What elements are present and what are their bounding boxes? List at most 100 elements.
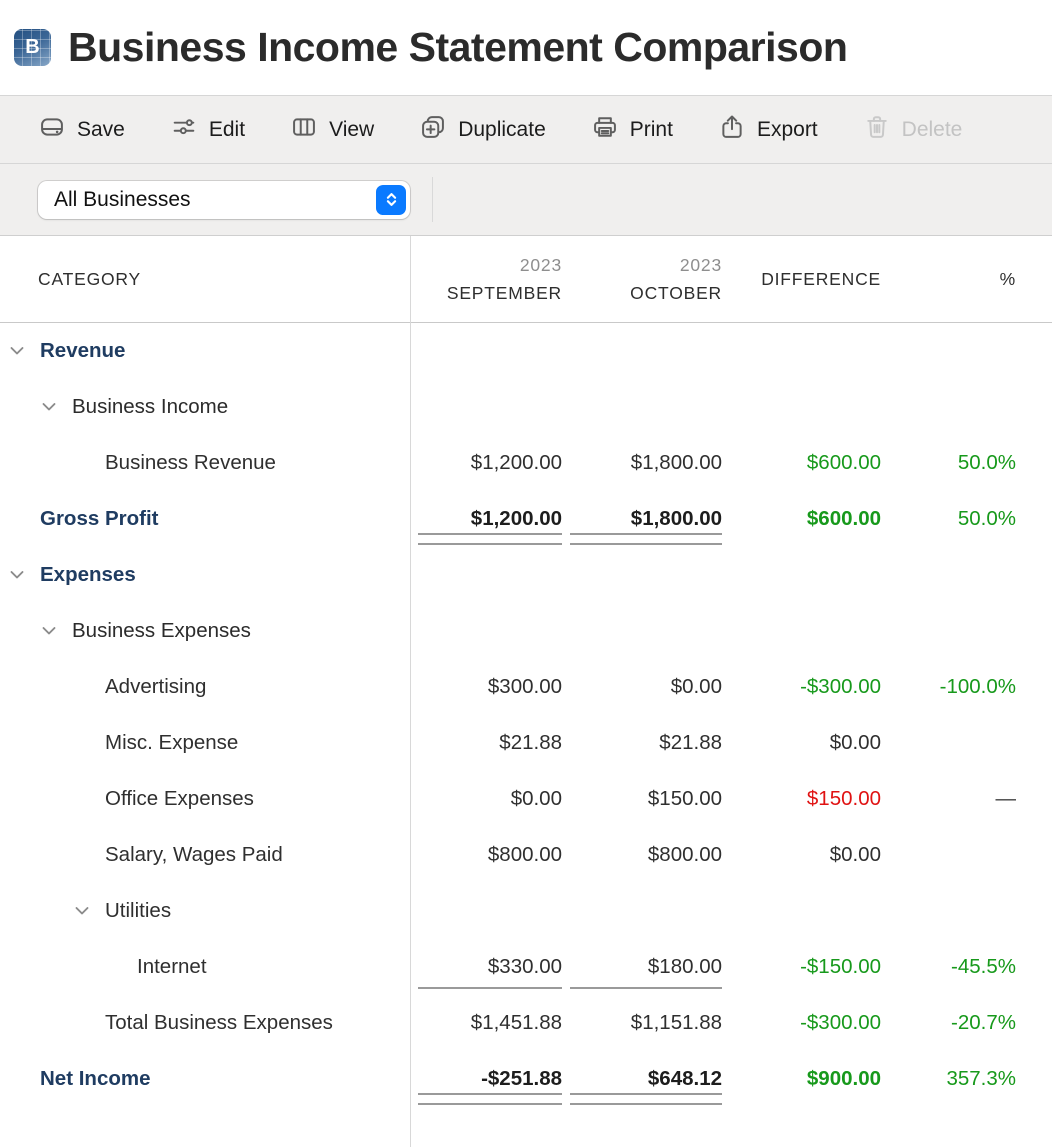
september-value: -$251.88 (410, 1051, 562, 1107)
chevron-down-icon[interactable] (42, 626, 72, 636)
difference-value: $0.00 (829, 843, 881, 866)
row-label: Misc. Expense (105, 731, 239, 754)
category-cell[interactable]: Advertising (0, 659, 410, 715)
duplicate-button[interactable]: Duplicate (419, 113, 546, 147)
row-label: Utilities (105, 899, 172, 922)
category-cell[interactable]: Utilities (0, 883, 410, 939)
september-value: $330.00 (410, 939, 562, 995)
category-cell[interactable]: Business Income (0, 379, 410, 435)
category-cell[interactable]: Net Income (0, 1051, 410, 1107)
difference-value: $600.00 (806, 451, 881, 474)
chevron-down-icon[interactable] (10, 570, 40, 580)
september-value: $1,200.00 (470, 451, 562, 474)
table-header-row: CATEGORY 2023 SEPTEMBER 2023 OCTOBER DIF… (0, 236, 1052, 323)
app-icon: B (14, 29, 51, 66)
october-value: $1,151.88 (630, 1011, 722, 1034)
category-cell[interactable]: Revenue (0, 323, 410, 379)
row-label: Expenses (40, 563, 136, 586)
table-row: Business Expenses (0, 603, 1052, 659)
row-label: Gross Profit (40, 507, 159, 530)
table-row: Expenses (0, 547, 1052, 603)
toolbar: Save Edit View Duplicate Print Export De… (0, 95, 1052, 164)
filter-bar: All Businesses (0, 164, 1052, 236)
october-value: $1,800.00 (562, 491, 722, 547)
duplicate-icon (419, 113, 447, 147)
column-divider (410, 236, 411, 1147)
share-icon (718, 113, 746, 147)
row-label: Net Income (40, 1067, 151, 1090)
chevron-down-icon[interactable] (42, 402, 72, 412)
edit-label: Edit (208, 117, 246, 141)
category-cell[interactable]: Internet (0, 939, 410, 995)
comparison-table: CATEGORY 2023 SEPTEMBER 2023 OCTOBER DIF… (0, 236, 1052, 1147)
column-header-october[interactable]: 2023 OCTOBER (562, 251, 722, 307)
title-bar: B Business Income Statement Comparison (0, 0, 1052, 95)
percent-value: -100.0% (939, 675, 1016, 698)
difference-value: $150.00 (806, 787, 881, 810)
row-label: Total Business Expenses (105, 1011, 333, 1034)
table-row: Business Income (0, 379, 1052, 435)
delete-button: Delete (863, 113, 963, 147)
period1-month: SEPTEMBER (446, 283, 562, 303)
table-row: Salary, Wages Paid $800.00 $800.00 $0.00 (0, 827, 1052, 883)
category-cell[interactable]: Salary, Wages Paid (0, 827, 410, 883)
edit-button[interactable]: Edit (170, 113, 245, 147)
percent-value: 357.3% (946, 1067, 1016, 1090)
difference-value: -$300.00 (800, 1011, 881, 1034)
column-header-percent[interactable]: % (999, 268, 1016, 289)
save-label: Save (77, 117, 125, 141)
category-cell[interactable]: Office Expenses (0, 771, 410, 827)
difference-value: -$300.00 (800, 675, 881, 698)
app-icon-letter: B (25, 36, 40, 58)
period2-month: OCTOBER (630, 283, 722, 303)
column-header-category[interactable]: CATEGORY (38, 268, 141, 289)
category-cell[interactable]: Business Revenue (0, 435, 410, 491)
category-cell[interactable]: Total Business Expenses (0, 995, 410, 1051)
chevron-down-icon[interactable] (10, 346, 40, 356)
difference-value: -$150.00 (800, 955, 881, 978)
percent-value: — (995, 787, 1017, 810)
export-button[interactable]: Export (718, 113, 818, 147)
table-row: Utilities (0, 883, 1052, 939)
percent-value: 50.0% (957, 451, 1016, 474)
percent-value (881, 715, 1052, 771)
row-label: Internet (137, 955, 207, 978)
percent-value: -45.5% (951, 955, 1016, 978)
september-value: $1,451.88 (470, 1011, 562, 1034)
category-cell[interactable]: Gross Profit (0, 491, 410, 547)
october-value: $1,800.00 (630, 451, 722, 474)
table-row: Office Expenses $0.00 $150.00 $150.00 — (0, 771, 1052, 827)
row-label: Advertising (105, 675, 207, 698)
percent-value: 50.0% (957, 507, 1016, 530)
october-value: $180.00 (562, 939, 722, 995)
category-cell[interactable]: Misc. Expense (0, 715, 410, 771)
row-label: Salary, Wages Paid (105, 843, 283, 866)
save-button[interactable]: Save (38, 113, 125, 147)
row-label: Business Expenses (72, 619, 251, 642)
category-cell[interactable]: Expenses (0, 547, 410, 603)
business-filter-select[interactable]: All Businesses (38, 180, 410, 219)
difference-value: $0.00 (829, 731, 881, 754)
column-header-difference[interactable]: DIFFERENCE (761, 268, 881, 289)
row-label: Office Expenses (105, 787, 254, 810)
save-icon (38, 113, 66, 147)
october-value: $0.00 (670, 675, 722, 698)
delete-label: Delete (901, 117, 963, 141)
category-cell[interactable]: Business Expenses (0, 603, 410, 659)
october-value: $21.88 (659, 731, 722, 754)
filter-bar-divider (432, 177, 433, 222)
difference-value: $900.00 (806, 1067, 881, 1090)
select-chevrons-icon (376, 184, 406, 215)
export-label: Export (756, 117, 818, 141)
difference-value: $600.00 (806, 507, 881, 530)
chevron-down-icon[interactable] (75, 906, 105, 916)
print-button[interactable]: Print (591, 113, 673, 147)
view-button[interactable]: View (290, 113, 374, 147)
page-title: Business Income Statement Comparison (68, 24, 848, 70)
trash-icon (863, 113, 891, 147)
table-row: Net Income -$251.88 $648.12 $900.00 357.… (0, 1051, 1052, 1107)
percent-value (881, 827, 1052, 883)
september-value: $300.00 (487, 675, 562, 698)
column-header-september[interactable]: 2023 SEPTEMBER (410, 251, 562, 307)
sliders-icon (170, 113, 198, 147)
